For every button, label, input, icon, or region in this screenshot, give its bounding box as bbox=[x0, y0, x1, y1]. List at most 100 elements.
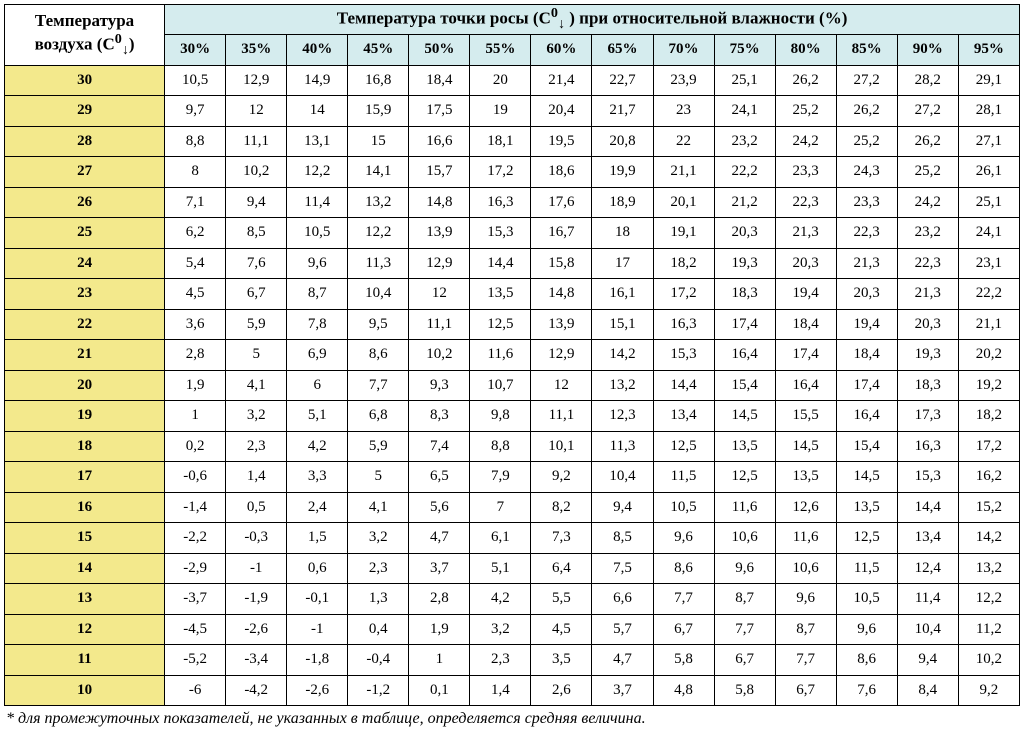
table-cell: 12,9 bbox=[226, 65, 287, 96]
table-cell: 12,9 bbox=[531, 340, 592, 371]
table-cell: 12 bbox=[409, 279, 470, 310]
table-cell: 7,1 bbox=[165, 187, 226, 218]
table-cell: 19,4 bbox=[836, 309, 897, 340]
table-cell: 3,3 bbox=[287, 462, 348, 493]
col-header-humidity: 35% bbox=[226, 35, 287, 66]
table-cell: 11,6 bbox=[470, 340, 531, 371]
table-cell: -1,2 bbox=[348, 675, 409, 706]
table-cell: 19 bbox=[470, 96, 531, 127]
table-row: 13-3,7-1,9-0,11,32,84,25,56,67,78,79,610… bbox=[5, 584, 1020, 615]
table-cell: 10,6 bbox=[775, 553, 836, 584]
table-cell: 20,8 bbox=[592, 126, 653, 157]
table-cell: 17,2 bbox=[470, 157, 531, 188]
col-header-humidity: 85% bbox=[836, 35, 897, 66]
table-cell: 2,3 bbox=[226, 431, 287, 462]
table-cell: 6,7 bbox=[226, 279, 287, 310]
table-cell: 25,2 bbox=[897, 157, 958, 188]
table-cell: 2,8 bbox=[409, 584, 470, 615]
col-header-humidity: 55% bbox=[470, 35, 531, 66]
table-cell: 14,4 bbox=[653, 370, 714, 401]
table-row: 10-6-4,2-2,6-1,20,11,42,63,74,85,86,77,6… bbox=[5, 675, 1020, 706]
row-header-airtemp: 30 bbox=[5, 65, 165, 96]
table-cell: 14,2 bbox=[958, 523, 1019, 554]
table-cell: 7,3 bbox=[531, 523, 592, 554]
table-cell: 8,8 bbox=[470, 431, 531, 462]
table-cell: 17,2 bbox=[958, 431, 1019, 462]
table-cell: 6,1 bbox=[470, 523, 531, 554]
table-cell: 25,1 bbox=[958, 187, 1019, 218]
table-cell: 12,9 bbox=[409, 248, 470, 279]
table-row: 234,56,78,710,41213,514,816,117,218,319,… bbox=[5, 279, 1020, 310]
table-cell: 22 bbox=[653, 126, 714, 157]
table-cell: 2,3 bbox=[348, 553, 409, 584]
row-header-airtemp: 22 bbox=[5, 309, 165, 340]
table-cell: 22,2 bbox=[958, 279, 1019, 310]
table-cell: 6,7 bbox=[653, 614, 714, 645]
table-cell: 8,7 bbox=[714, 584, 775, 615]
table-row: 12-4,5-2,6-10,41,93,24,55,76,77,78,79,61… bbox=[5, 614, 1020, 645]
table-cell: 23,2 bbox=[897, 218, 958, 249]
table-cell: 4,2 bbox=[287, 431, 348, 462]
table-cell: 2,8 bbox=[165, 340, 226, 371]
table-cell: 12,3 bbox=[592, 401, 653, 432]
table-cell: 11,6 bbox=[775, 523, 836, 554]
table-cell: 7,7 bbox=[653, 584, 714, 615]
table-cell: 13,5 bbox=[714, 431, 775, 462]
table-cell: 23,3 bbox=[775, 157, 836, 188]
table-cell: 19,9 bbox=[592, 157, 653, 188]
table-cell: -4,2 bbox=[226, 675, 287, 706]
table-cell: 16,3 bbox=[897, 431, 958, 462]
table-cell: 3,2 bbox=[348, 523, 409, 554]
header-airtemp-line1: Температура bbox=[35, 11, 134, 30]
table-cell: 12,5 bbox=[714, 462, 775, 493]
table-cell: 16,8 bbox=[348, 65, 409, 96]
table-cell: 1,9 bbox=[165, 370, 226, 401]
col-header-humidity: 75% bbox=[714, 35, 775, 66]
table-cell: 0,2 bbox=[165, 431, 226, 462]
table-cell: 8,6 bbox=[653, 553, 714, 584]
col-header-humidity: 95% bbox=[958, 35, 1019, 66]
col-header-humidity: 30% bbox=[165, 35, 226, 66]
table-cell: 12,2 bbox=[958, 584, 1019, 615]
table-cell: 9,2 bbox=[958, 675, 1019, 706]
table-cell: 28,1 bbox=[958, 96, 1019, 127]
table-cell: 22,2 bbox=[714, 157, 775, 188]
table-cell: 7,7 bbox=[775, 645, 836, 676]
table-cell: 10,4 bbox=[348, 279, 409, 310]
table-cell: 25,1 bbox=[714, 65, 775, 96]
table-cell: 25,2 bbox=[836, 126, 897, 157]
table-cell: 8,3 bbox=[409, 401, 470, 432]
table-cell: 14,8 bbox=[531, 279, 592, 310]
table-cell: 3,2 bbox=[226, 401, 287, 432]
table-cell: 19,2 bbox=[958, 370, 1019, 401]
row-header-airtemp: 24 bbox=[5, 248, 165, 279]
table-cell: 9,2 bbox=[531, 462, 592, 493]
table-cell: -2,2 bbox=[165, 523, 226, 554]
table-cell: 11,1 bbox=[226, 126, 287, 157]
table-cell: 28,2 bbox=[897, 65, 958, 96]
table-cell: 5,8 bbox=[653, 645, 714, 676]
row-header-airtemp: 20 bbox=[5, 370, 165, 401]
table-cell: 0,4 bbox=[348, 614, 409, 645]
table-cell: 3,5 bbox=[531, 645, 592, 676]
table-cell: 8,5 bbox=[592, 523, 653, 554]
row-header-airtemp: 25 bbox=[5, 218, 165, 249]
table-cell: 14,8 bbox=[409, 187, 470, 218]
table-cell: 7,7 bbox=[348, 370, 409, 401]
table-cell: -0,1 bbox=[287, 584, 348, 615]
row-header-airtemp: 26 bbox=[5, 187, 165, 218]
table-cell: 14,4 bbox=[470, 248, 531, 279]
table-cell: 1,4 bbox=[226, 462, 287, 493]
table-cell: 6,8 bbox=[348, 401, 409, 432]
col-header-humidity: 45% bbox=[348, 35, 409, 66]
table-cell: 14,5 bbox=[775, 431, 836, 462]
table-cell: 24,2 bbox=[775, 126, 836, 157]
table-cell: 12,2 bbox=[348, 218, 409, 249]
table-cell: 15,2 bbox=[958, 492, 1019, 523]
table-cell: 9,6 bbox=[775, 584, 836, 615]
table-cell: 13,9 bbox=[409, 218, 470, 249]
table-cell: 15,3 bbox=[897, 462, 958, 493]
table-cell: 7,4 bbox=[409, 431, 470, 462]
table-cell: 0,1 bbox=[409, 675, 470, 706]
header-airtemp: Температура воздуха (C0↓) bbox=[5, 5, 165, 66]
